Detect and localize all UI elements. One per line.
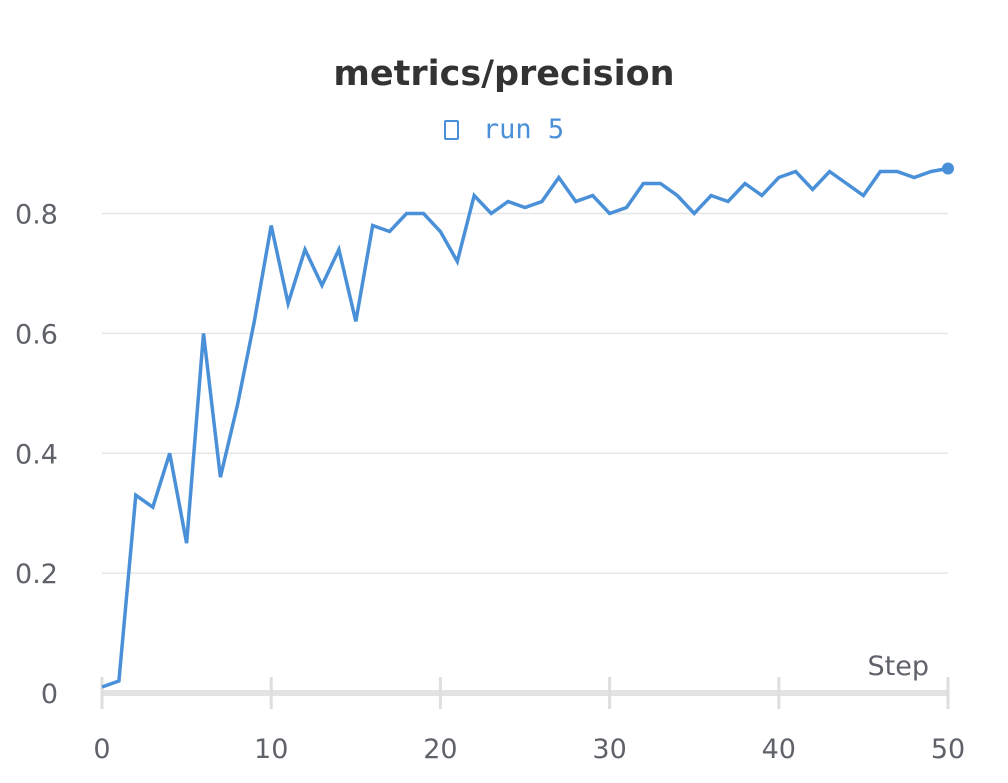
- x-tick-label: 50: [931, 734, 965, 765]
- x-tick-label: 0: [93, 734, 110, 765]
- y-tick-label: 0.6: [15, 319, 58, 350]
- y-axis: 0 0.2 0.4 0.6 0.8: [15, 200, 58, 711]
- x-tick-label: 40: [762, 734, 796, 765]
- x-tick-label: 30: [592, 734, 626, 765]
- y-tick-label: 0.2: [15, 559, 58, 590]
- series-line: [101, 166, 949, 689]
- x-axis-label: Step: [868, 651, 929, 682]
- legend: run 5: [0, 114, 1008, 145]
- y-tick-label: 0: [41, 679, 58, 710]
- x-axis: 0 10 20 30 40 50: [93, 677, 965, 765]
- grid-lines: [102, 212, 948, 574]
- y-tick-label: 0.8: [15, 200, 58, 231]
- y-tick-label: 0.4: [15, 439, 58, 470]
- chart-title: metrics/precision: [333, 54, 675, 94]
- legend-label: run 5: [482, 114, 565, 145]
- legend-marker-icon: [443, 120, 459, 140]
- series-group: [101, 162, 954, 689]
- last-point-marker[interactable]: [942, 162, 954, 175]
- x-tick-label: 10: [254, 734, 288, 765]
- x-tick-label: 20: [423, 734, 457, 765]
